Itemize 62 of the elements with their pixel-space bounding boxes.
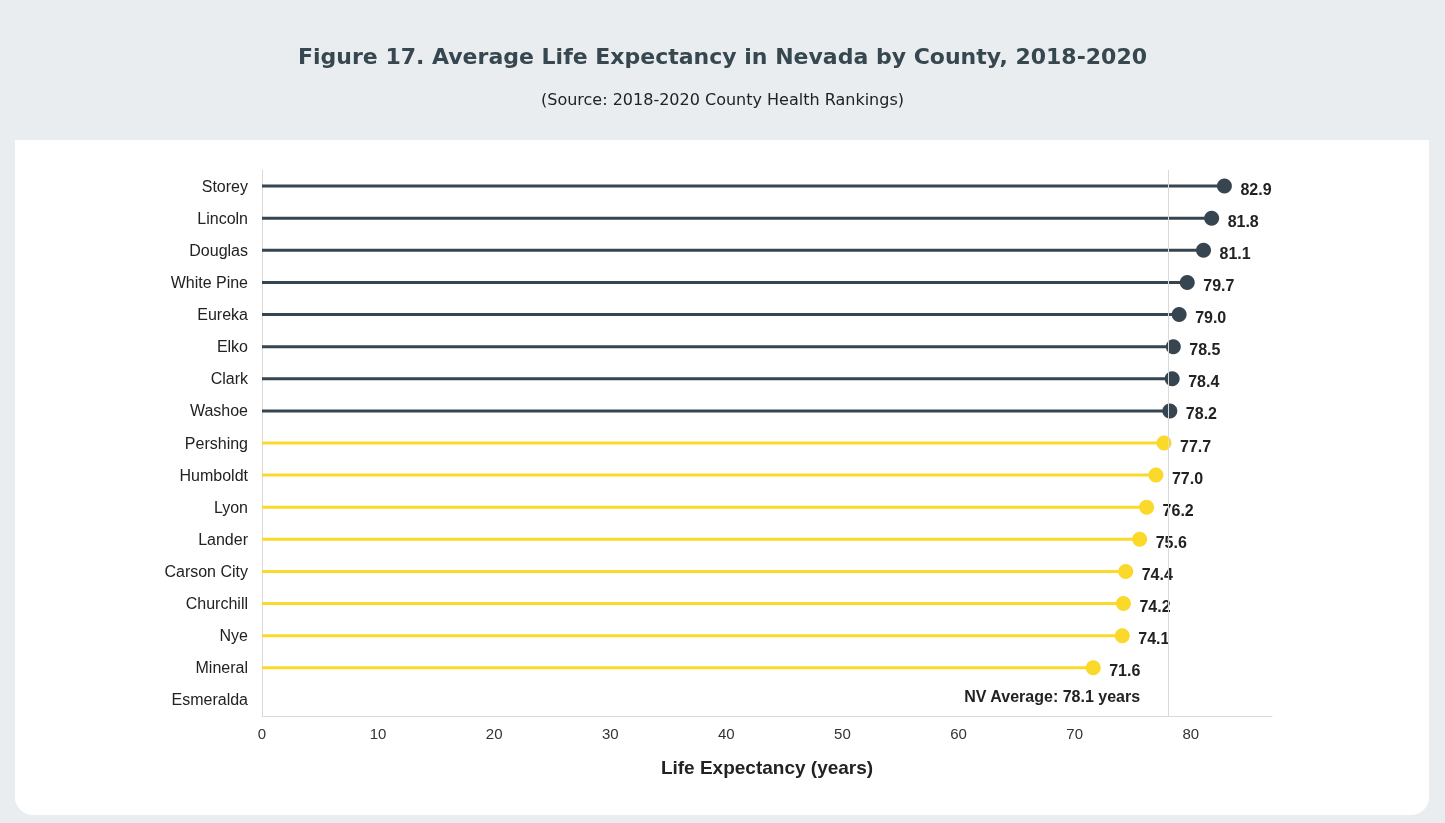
data-label: 74.1 — [1138, 630, 1170, 648]
y-tick-label: Humboldt — [179, 466, 249, 484]
ref-line-label: NV Average: 78.1 years — [964, 687, 1141, 705]
point — [1196, 242, 1212, 258]
x-tick-label: 0 — [257, 725, 267, 742]
y-tick-label: Eureka — [197, 306, 249, 324]
point — [1148, 467, 1164, 483]
data-label: 78.2 — [1185, 405, 1218, 423]
x-tick-label: 70 — [1066, 725, 1083, 742]
x-tick-label: 10 — [369, 725, 387, 742]
y-tick-label: Lyon — [213, 498, 248, 516]
y-tick-label: Storey — [201, 177, 248, 195]
data-label: 74.4 — [1141, 565, 1173, 583]
point — [1204, 210, 1220, 226]
y-tick-label: Nye — [219, 627, 249, 645]
data-label: 77.0 — [1171, 469, 1204, 487]
data-label: 82.9 — [1240, 180, 1272, 198]
point — [1162, 403, 1178, 419]
data-label: 79.7 — [1203, 276, 1235, 294]
point — [1114, 628, 1130, 644]
x-tick-label: 30 — [601, 725, 619, 742]
y-tick-label: White Pine — [170, 273, 249, 291]
point — [1115, 596, 1131, 612]
y-tick-label: Elko — [216, 338, 249, 356]
data-label: 76.2 — [1162, 501, 1194, 519]
point — [1132, 531, 1148, 547]
point — [1171, 307, 1187, 323]
y-tick-label: Washoe — [189, 402, 249, 420]
point — [1165, 339, 1181, 355]
y-tick-label: Clark — [210, 370, 249, 388]
chart-subtitle: (Source: 2018-2020 County Health Rankings) — [540, 90, 905, 109]
y-tick-label: Mineral — [195, 659, 248, 677]
x-tick-label: 20 — [485, 725, 503, 742]
x-axis-title: Life Expectancy (years) — [660, 757, 874, 778]
x-tick-label: 50 — [834, 725, 851, 742]
data-label: 81.1 — [1219, 244, 1251, 262]
data-label: 78.5 — [1189, 341, 1221, 359]
y-tick-label: Douglas — [189, 241, 248, 259]
data-label: 77.7 — [1180, 437, 1212, 455]
y-tick-label: Lincoln — [197, 209, 248, 227]
chart-title: Figure 17. Average Life Expectancy in Nevada by County, 2018-2020 — [297, 44, 1148, 69]
point — [1216, 178, 1232, 194]
point — [1085, 660, 1101, 676]
data-label: 75.6 — [1155, 533, 1187, 551]
data-label: 74.2 — [1139, 598, 1171, 616]
data-label: 71.6 — [1109, 662, 1141, 680]
point — [1164, 371, 1180, 387]
point — [1156, 435, 1172, 451]
point — [1139, 499, 1155, 515]
point — [1118, 563, 1134, 579]
x-tick-label: 40 — [718, 725, 735, 742]
data-label: 79.0 — [1195, 309, 1227, 327]
x-tick-label: 80 — [1182, 725, 1200, 742]
y-tick-label: Pershing — [184, 434, 248, 452]
y-tick-label: Churchill — [185, 595, 248, 613]
data-label: 81.8 — [1227, 212, 1259, 230]
data-label: 78.4 — [1188, 373, 1220, 391]
y-tick-label: Lander — [198, 530, 249, 548]
y-tick-label: Esmeralda — [171, 691, 249, 709]
x-tick-label: 60 — [950, 725, 967, 742]
y-tick-label: Carson City — [164, 562, 248, 580]
point — [1179, 274, 1195, 290]
